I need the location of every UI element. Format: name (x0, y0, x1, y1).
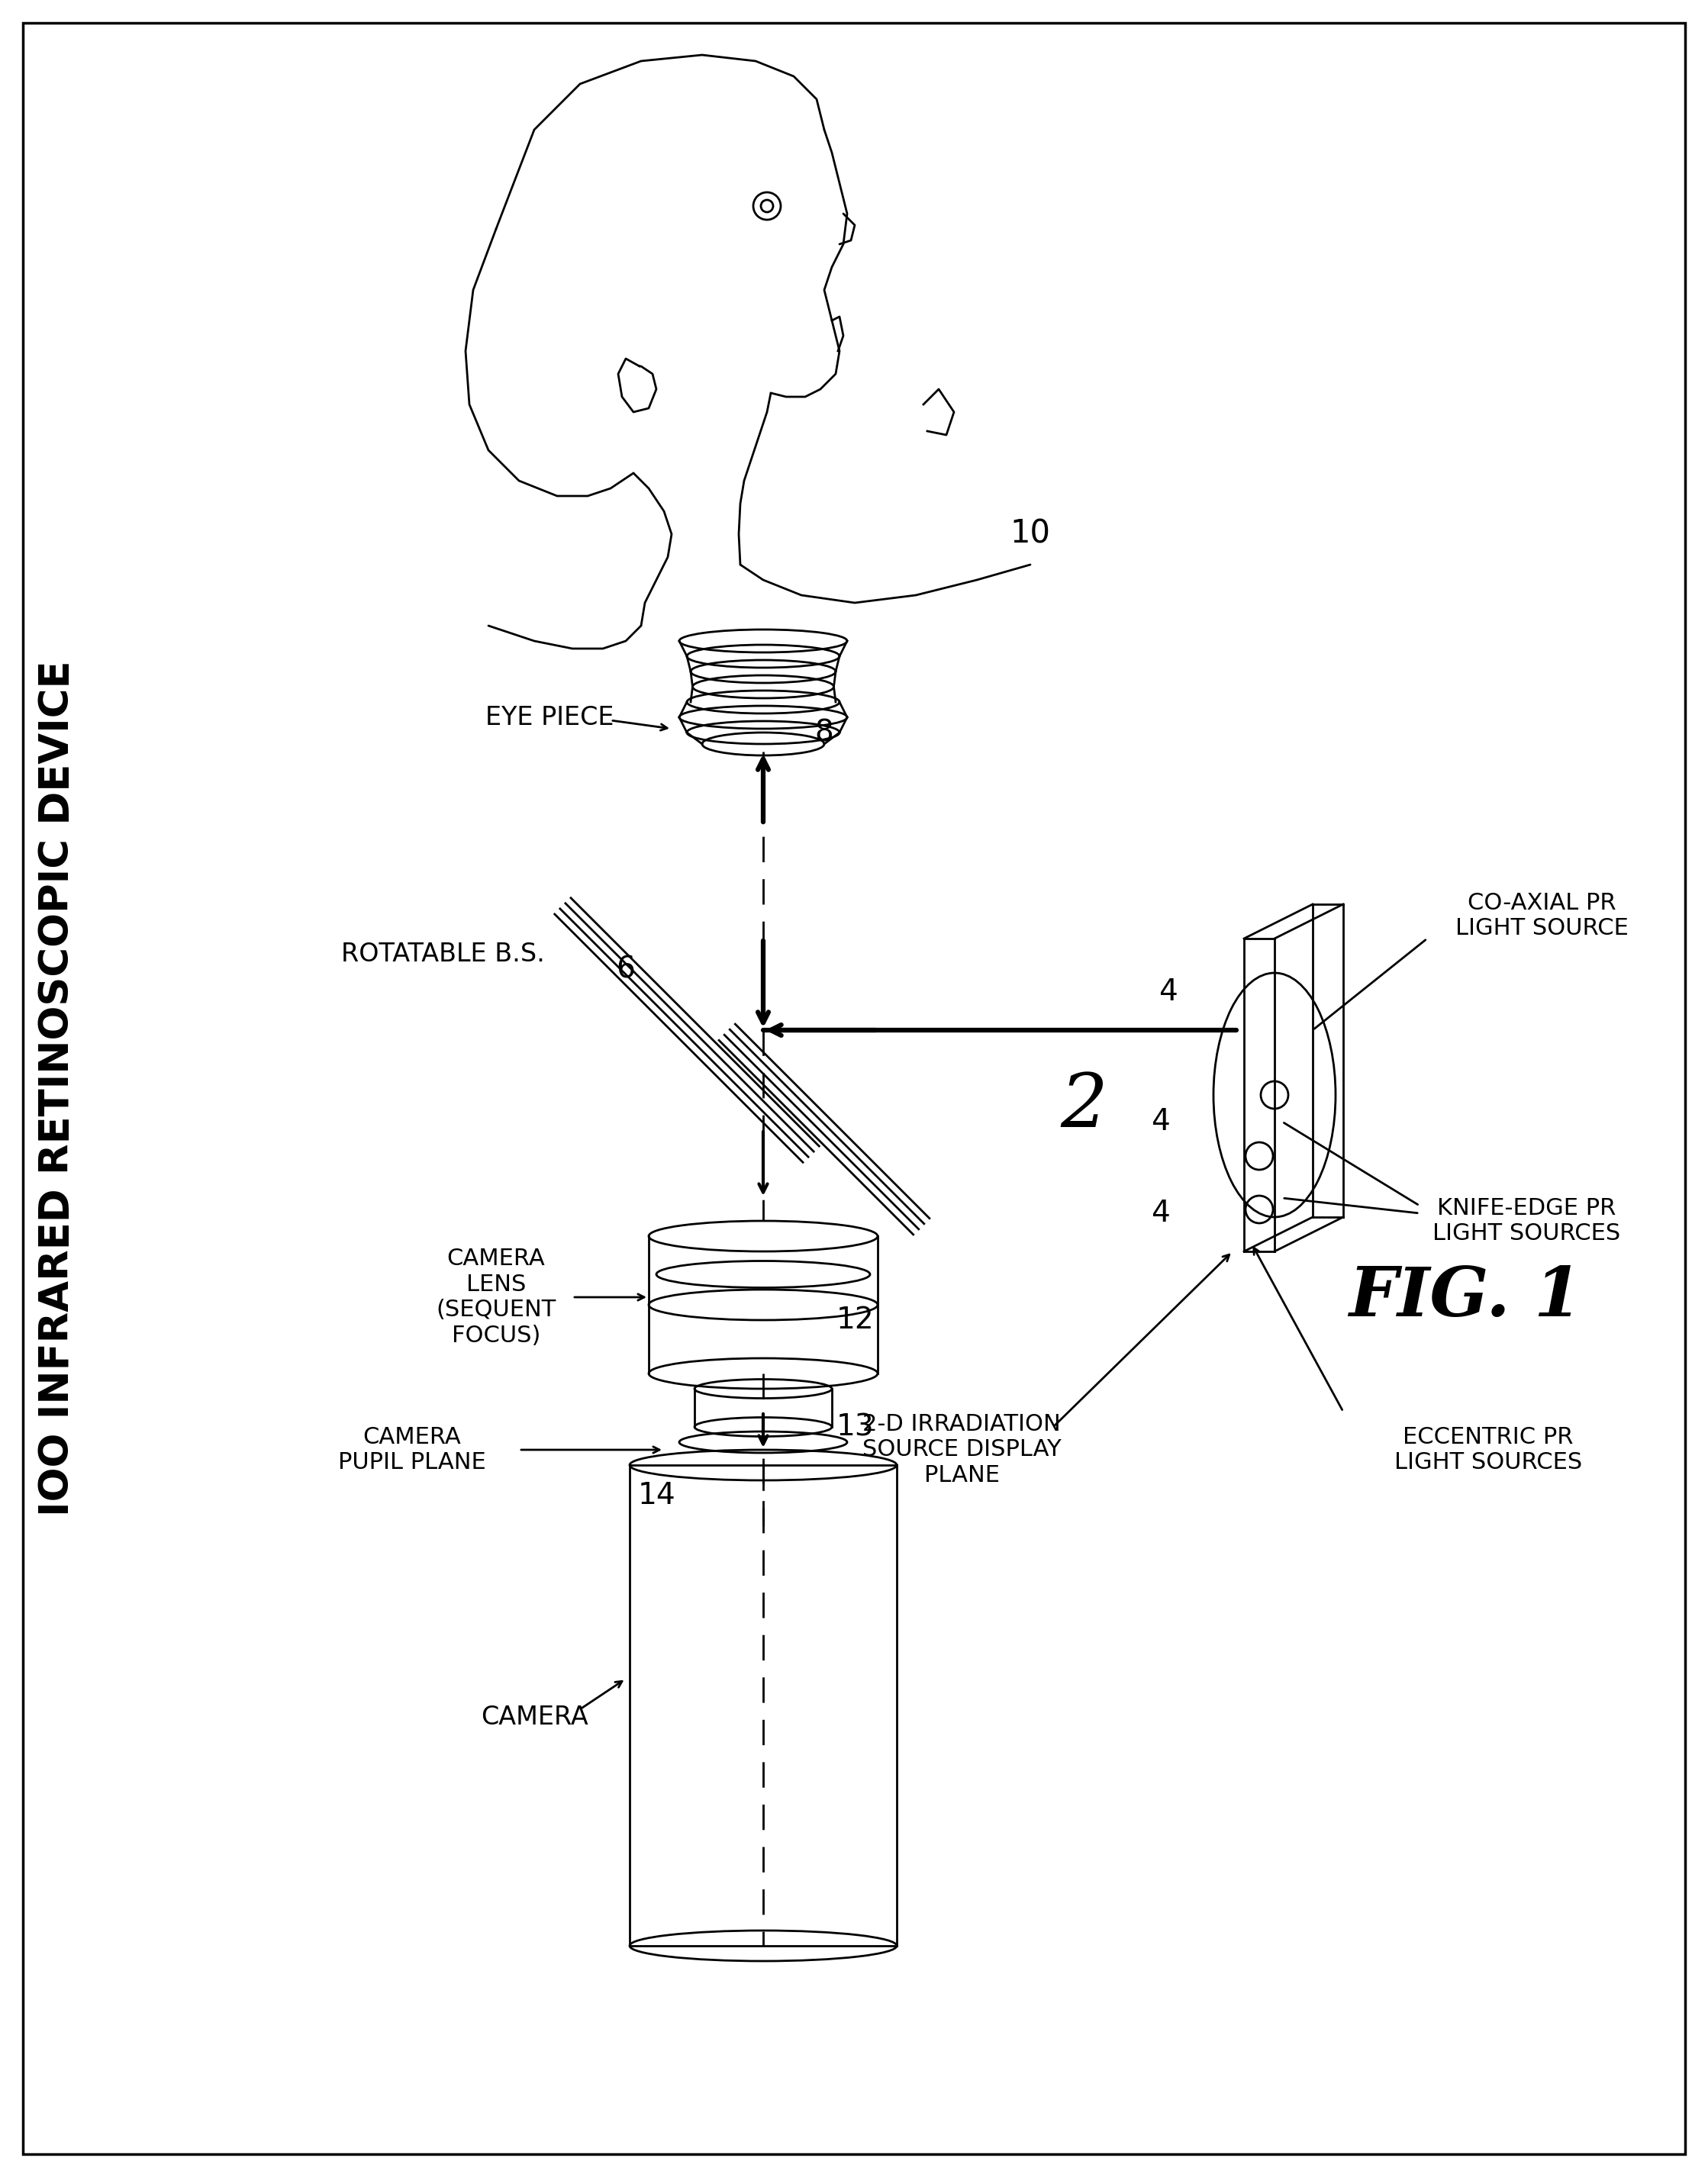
Text: 4: 4 (1158, 977, 1177, 1006)
Text: 6: 6 (617, 954, 635, 984)
Text: CAMERA
PUPIL PLANE: CAMERA PUPIL PLANE (338, 1426, 487, 1474)
Text: 2: 2 (1061, 1071, 1107, 1143)
Text: 13: 13 (835, 1413, 874, 1441)
Text: FIG. 1: FIG. 1 (1349, 1265, 1582, 1330)
Text: ECCENTRIC PR
LIGHT SOURCES: ECCENTRIC PR LIGHT SOURCES (1394, 1426, 1582, 1474)
Text: IOO INFRARED RETINOSCOPIC DEVICE: IOO INFRARED RETINOSCOPIC DEVICE (38, 660, 77, 1517)
Text: 10: 10 (1009, 518, 1050, 551)
Text: 4: 4 (1151, 1108, 1170, 1136)
Text: 8: 8 (815, 718, 834, 747)
Text: KNIFE-EDGE PR
LIGHT SOURCES: KNIFE-EDGE PR LIGHT SOURCES (1433, 1197, 1621, 1245)
Text: 14: 14 (637, 1480, 675, 1511)
Text: CO-AXIAL PR
LIGHT SOURCE: CO-AXIAL PR LIGHT SOURCE (1455, 893, 1628, 940)
Text: 2-D IRRADIATION
SOURCE DISPLAY
PLANE: 2-D IRRADIATION SOURCE DISPLAY PLANE (863, 1413, 1061, 1487)
Text: 4: 4 (1151, 1200, 1170, 1228)
Text: CAMERA: CAMERA (480, 1705, 588, 1729)
Text: ROTATABLE B.S.: ROTATABLE B.S. (342, 940, 545, 967)
Text: CAMERA
LENS
(SEQUENT
FOCUS): CAMERA LENS (SEQUENT FOCUS) (436, 1247, 557, 1348)
Text: 12: 12 (835, 1306, 874, 1335)
Text: EYE PIECE: EYE PIECE (485, 705, 613, 729)
